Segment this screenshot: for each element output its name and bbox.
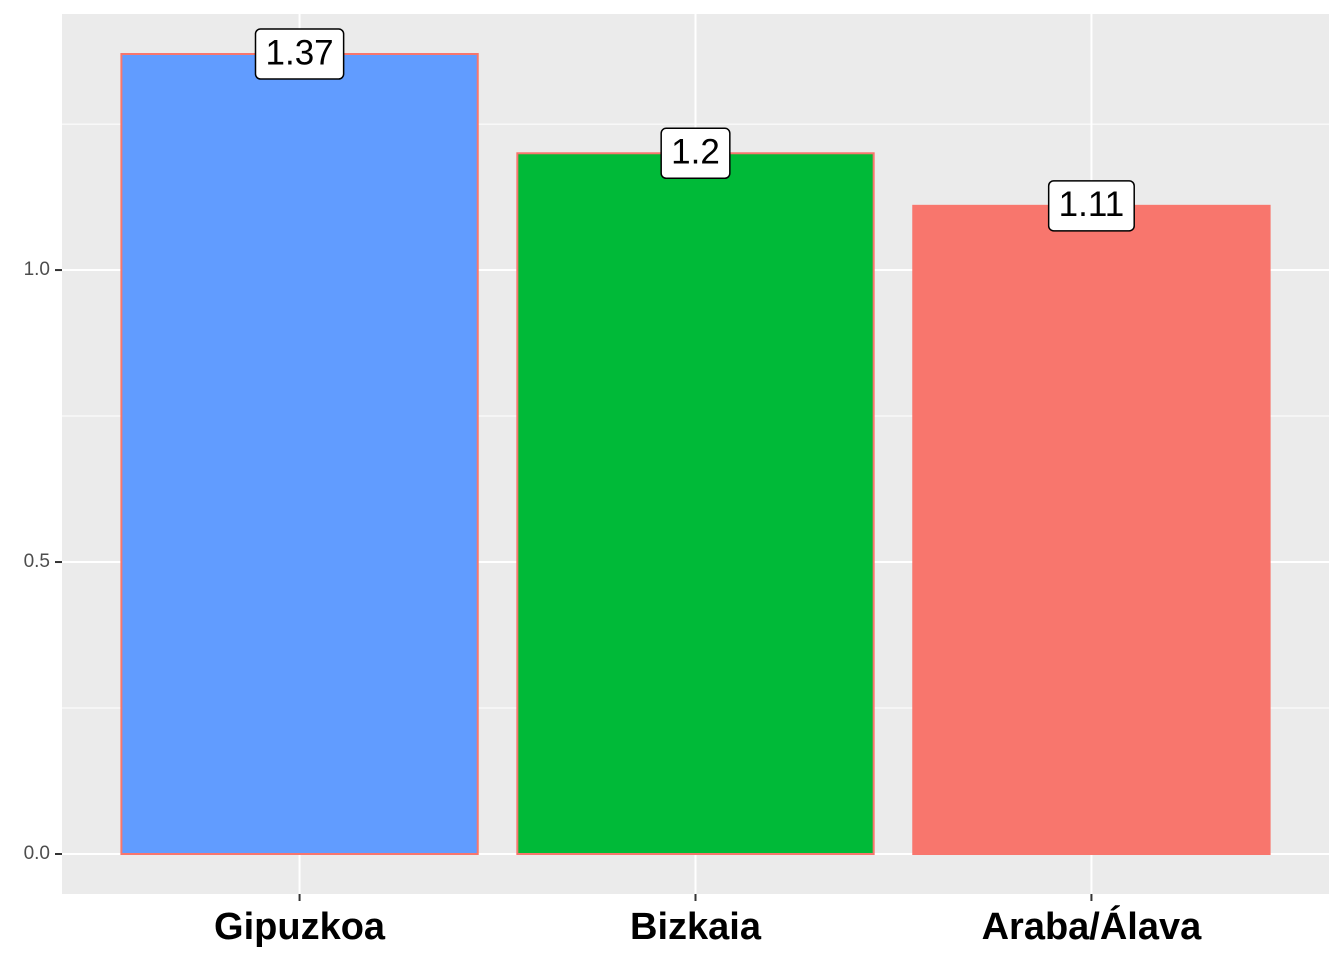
value-label-box bbox=[660, 127, 731, 180]
y-tick-label: 1.0 bbox=[24, 259, 50, 280]
value-label: 1.2 bbox=[671, 133, 720, 172]
y-tick-label: 0.5 bbox=[24, 551, 50, 572]
value-label: 1.37 bbox=[266, 33, 334, 72]
value-label: 1.11 bbox=[1059, 185, 1125, 224]
value-label-box bbox=[1047, 180, 1135, 232]
x-tick-label: Araba/Álava bbox=[982, 904, 1203, 948]
x-tick-label: Gipuzkoa bbox=[214, 906, 386, 948]
y-tick-label: 0.0 bbox=[24, 843, 50, 864]
x-tick-label: Bizkaia bbox=[630, 906, 762, 948]
bar bbox=[912, 204, 1271, 855]
value-label-box bbox=[254, 28, 345, 80]
bar bbox=[120, 53, 479, 855]
bar bbox=[516, 152, 875, 855]
